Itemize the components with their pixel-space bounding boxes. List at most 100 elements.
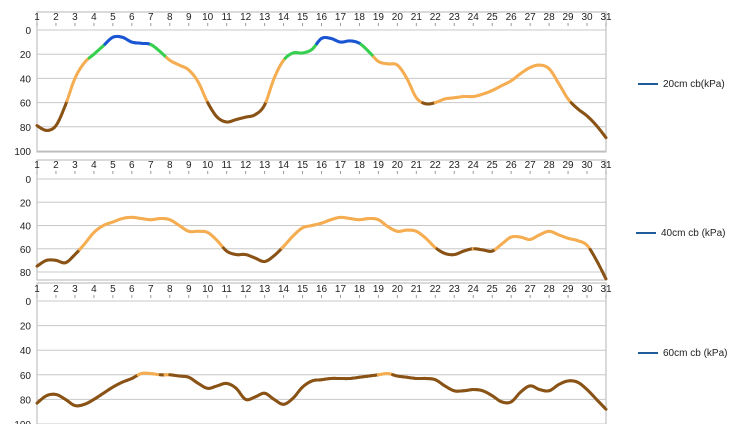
x-tick-label: 18: [354, 12, 366, 23]
legend-label-60cm: 60cm cb (kPa): [663, 348, 728, 359]
x-tick-label: 8: [167, 12, 173, 23]
x-tick-label: 23: [449, 160, 461, 171]
x-tick-label: 17: [335, 160, 347, 171]
x-tick-label: 24: [468, 12, 480, 23]
x-tick-label: 6: [129, 160, 135, 171]
x-tick-label: 31: [600, 160, 612, 171]
x-tick-label: 15: [297, 284, 309, 295]
x-tick-label: 12: [240, 12, 252, 23]
x-tick-label: 30: [581, 160, 593, 171]
x-tick-label: 22: [430, 160, 442, 171]
x-tick-label: 19: [373, 284, 385, 295]
x-tick-label: 1: [34, 160, 40, 171]
x-tick-label: 6: [129, 12, 135, 23]
x-tick-label: 10: [202, 12, 214, 23]
x-tick-label: 4: [91, 160, 97, 171]
x-tick-label: 24: [468, 284, 480, 295]
y-tick-label: 40: [20, 222, 32, 233]
x-tick-label: 8: [167, 160, 173, 171]
y-tick-label: 20: [20, 50, 32, 61]
legend-40cm: 40cm cb (kPa): [636, 228, 725, 239]
legend-label-40cm: 40cm cb (kPa): [661, 228, 726, 239]
x-tick-label: 30: [581, 284, 593, 295]
x-tick-label: 5: [110, 12, 116, 23]
x-tick-label: 2: [53, 160, 59, 171]
series-0-line: [35, 34, 608, 140]
x-tick-label: 30: [581, 12, 593, 23]
x-tick-label: 27: [525, 160, 537, 171]
line-segment: [603, 406, 608, 411]
x-tick-label: 15: [297, 160, 309, 171]
x-tick-label: 21: [411, 12, 423, 23]
x-tick-label: 25: [487, 284, 499, 295]
x-tick-label: 29: [563, 160, 575, 171]
y-tick-label: 80: [20, 123, 32, 134]
y-tick-label: 100: [14, 147, 31, 158]
legend-label-20cm: 20cm cb(kPa): [663, 79, 725, 90]
x-tick-label: 7: [148, 160, 154, 171]
x-tick-label: 14: [278, 284, 290, 295]
legend-60cm: 60cm cb (kPa): [638, 348, 727, 359]
x-tick-label: 18: [354, 284, 366, 295]
y-tick-label: 20: [20, 198, 32, 209]
x-tick-label: 5: [110, 160, 116, 171]
x-tick-label: 13: [259, 284, 271, 295]
x-tick-label: 29: [563, 284, 575, 295]
x-tick-label: 23: [449, 284, 461, 295]
x-tick-label: 13: [259, 160, 271, 171]
x-tick-label: 11: [221, 12, 232, 23]
y-tick-label: 60: [20, 245, 32, 256]
x-tick-label: 6: [129, 284, 135, 295]
y-tick-label: 40: [20, 346, 32, 357]
x-tick-label: 10: [202, 160, 214, 171]
x-tick-label: 29: [563, 12, 575, 23]
x-tick-label: 31: [600, 284, 612, 295]
y-tick-label: 60: [20, 371, 32, 382]
chart-frame: [36, 282, 607, 424]
x-tick-label: 27: [525, 284, 537, 295]
y-tick-label: 80: [20, 395, 32, 406]
x-tick-label: 20: [392, 12, 404, 23]
x-tick-label: 3: [72, 12, 78, 23]
x-tick-label: 8: [167, 284, 173, 295]
y-tick-label: 80: [20, 268, 32, 279]
y-tick-label: 0: [25, 175, 31, 186]
y-tick-label: 20: [20, 322, 32, 333]
x-tick-label: 27: [525, 12, 537, 23]
x-tick-label: 16: [316, 284, 328, 295]
x-tick-label: 14: [278, 12, 290, 23]
x-tick-label: 2: [53, 284, 59, 295]
x-tick-label: 21: [411, 160, 423, 171]
x-tick-label: 25: [487, 160, 499, 171]
chart-2: 0204060801001234567891011121314151617181…: [14, 282, 612, 424]
x-tick-label: 9: [186, 12, 192, 23]
chart-frame: [36, 159, 607, 281]
x-tick-label: 20: [392, 160, 404, 171]
y-tick-label: 40: [20, 74, 32, 85]
line-segment: [603, 134, 608, 140]
x-tick-label: 12: [240, 160, 252, 171]
x-tick-label: 24: [468, 160, 480, 171]
series-2-line: [35, 371, 608, 411]
x-tick-label: 10: [202, 284, 214, 295]
x-tick-label: 17: [335, 12, 347, 23]
x-tick-label: 20: [392, 284, 404, 295]
x-tick-label: 12: [240, 284, 252, 295]
x-tick-label: 4: [91, 12, 97, 23]
x-tick-label: 26: [506, 284, 518, 295]
x-tick-label: 13: [259, 12, 271, 23]
chart-frame: [36, 11, 607, 153]
x-tick-label: 18: [354, 160, 366, 171]
legend-swatch: [638, 352, 658, 355]
x-tick-label: 14: [278, 160, 290, 171]
x-tick-label: 23: [449, 12, 461, 23]
y-tick-label: 0: [25, 297, 31, 308]
x-tick-label: 25: [487, 12, 499, 23]
x-tick-label: 17: [335, 284, 347, 295]
x-tick-label: 11: [221, 284, 232, 295]
x-tick-label: 28: [544, 12, 556, 23]
series-1-line: [35, 215, 608, 281]
